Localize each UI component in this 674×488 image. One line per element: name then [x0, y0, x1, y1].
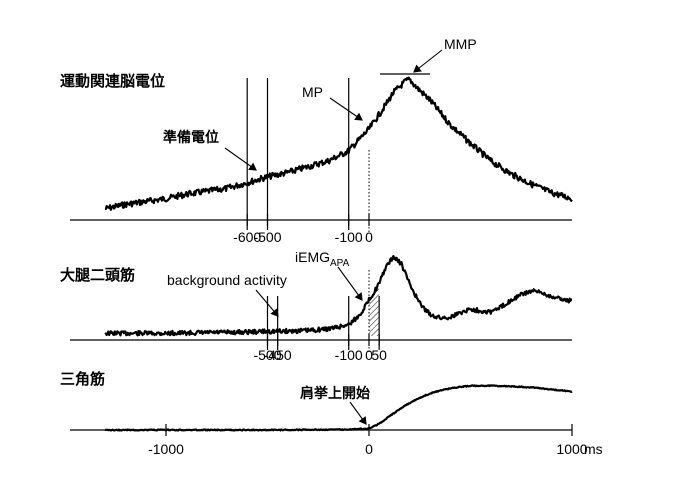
mmp-arrow [413, 49, 443, 73]
mp-arrow [329, 97, 363, 121]
annotation-shoulder-elevation-onset: 肩挙上開始 [300, 385, 370, 402]
x-tick-label: 1000 [556, 441, 587, 457]
x-tick-label: -1000 [148, 441, 184, 457]
x-tick-label: -100 [335, 229, 363, 245]
annotation-iemg: iEMGAPA [295, 249, 350, 269]
x-tick-label: -600 [233, 229, 261, 245]
marker-lines-biceps-femoris [266, 296, 380, 350]
readiness-arrow [224, 147, 257, 171]
annotation-background-activity: background activity [167, 272, 287, 288]
annotation-mmp: MMP [444, 36, 477, 52]
x-tick-label: 0 [365, 347, 373, 363]
trace-deltoid [104, 384, 573, 432]
annotation-mp: MP [302, 84, 323, 100]
tick-group-biceps-femoris: -500-450 -100 050 [253, 334, 387, 363]
iemg-arrow [337, 266, 363, 301]
annotation-iemg-subscript: APA [330, 258, 350, 269]
panel-mrcp: 運動関連脳電位 -600-500 -100 0 MMP MP 準備電位 [60, 36, 573, 245]
annotation-iemg-main: iEMG [295, 249, 330, 265]
tick-group-mrcp: -600-500 -100 0 [233, 214, 373, 245]
annotation-readiness-potential: 準備電位 [163, 129, 219, 146]
x-tick-label: -450 [264, 347, 292, 363]
tick-group-deltoid: -1000 0 1000 [148, 424, 588, 457]
panel-title-deltoid: 三角筋 [60, 370, 105, 388]
panel-title-mrcp: 運動関連脳電位 [60, 72, 165, 90]
x-unit-label: ms [584, 441, 603, 457]
x-tick-label: -500 [253, 229, 281, 245]
panel-title-biceps-femoris: 大腿二頭筋 [60, 266, 135, 284]
background-arrow [255, 289, 279, 317]
x-tick-label: 0 [365, 229, 373, 245]
trace-mrcp [104, 76, 573, 211]
onset-arrow [349, 401, 367, 425]
trace-biceps-femoris [104, 255, 573, 337]
x-tick-label: 0 [365, 441, 373, 457]
x-tick-label: 50 [371, 347, 387, 363]
x-tick-label: -500 [253, 347, 281, 363]
panel-biceps-femoris: 大腿二頭筋 -500-450 -100 050 background activit… [60, 249, 573, 363]
panel-deltoid: 三角筋 -1000 0 1000 ms 肩挙上開始 [60, 370, 603, 457]
x-tick-label: -100 [335, 347, 363, 363]
